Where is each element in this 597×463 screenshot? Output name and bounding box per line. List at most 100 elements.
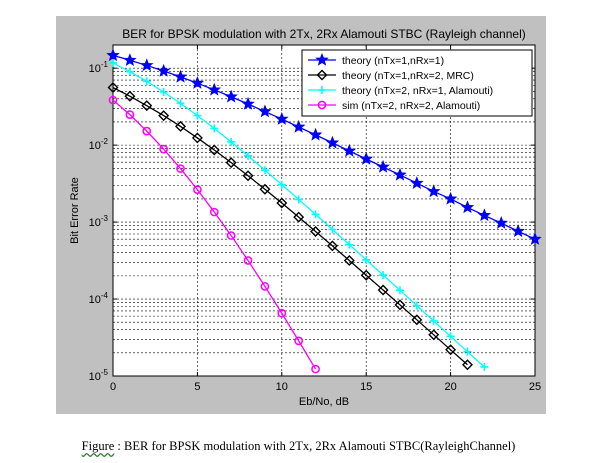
legend-label: theory (nTx=1,nRx=2, MRC) xyxy=(342,70,474,82)
data-point xyxy=(107,82,119,94)
data-point xyxy=(343,254,355,266)
series-2 xyxy=(107,82,473,371)
data-point xyxy=(142,126,152,136)
data-point xyxy=(294,336,304,346)
data-point xyxy=(293,211,305,223)
x-tick-label: 15 xyxy=(360,381,372,393)
data-point xyxy=(108,95,118,105)
x-tick-label: 10 xyxy=(276,381,288,393)
data-point xyxy=(226,231,236,240)
data-point xyxy=(410,176,424,189)
data-point xyxy=(125,67,134,76)
data-point xyxy=(291,119,306,133)
data-point xyxy=(445,344,457,356)
data-point xyxy=(528,232,542,245)
data-point xyxy=(446,332,455,341)
data-point xyxy=(480,362,489,371)
data-point xyxy=(225,157,237,169)
data-point xyxy=(511,224,525,237)
data-point xyxy=(191,132,203,144)
axes-box xyxy=(112,44,536,377)
data-point xyxy=(193,185,202,194)
data-point xyxy=(275,111,289,125)
x-tick-label: 25 xyxy=(529,381,541,393)
series-1 xyxy=(106,48,542,245)
data-point xyxy=(362,255,371,264)
data-point xyxy=(463,347,472,356)
y-tick-label: 10-2 xyxy=(89,137,109,152)
legend-box xyxy=(301,49,533,117)
y-tick-label: 10-1 xyxy=(89,60,109,75)
data-point xyxy=(158,110,170,122)
legend-label: theory (nTx=2, nRx=1, Alamouti) xyxy=(342,85,493,97)
data-point xyxy=(376,159,390,173)
data-point xyxy=(259,183,271,195)
figure-caption: Figure : BER for BPSK modulation with 2T… xyxy=(0,439,597,454)
data-point xyxy=(243,256,253,265)
legend-marker xyxy=(318,86,326,94)
data-point xyxy=(190,76,205,89)
data-point xyxy=(342,143,357,157)
data-point xyxy=(210,124,219,133)
data-point xyxy=(311,210,320,219)
data-point xyxy=(260,166,269,175)
data-point xyxy=(360,269,372,281)
data-point xyxy=(142,77,151,86)
data-point xyxy=(244,151,253,160)
legend-marker xyxy=(316,69,328,81)
data-point xyxy=(227,137,236,146)
data-point xyxy=(429,316,438,325)
data-point xyxy=(277,308,287,318)
data-point xyxy=(377,284,389,296)
y-tick-label: 10-5 xyxy=(89,368,109,383)
caption-text: : BER for BPSK modulation with 2Tx, 2Rx … xyxy=(114,439,516,453)
data-point xyxy=(345,240,354,249)
data-point xyxy=(207,82,222,96)
data-point xyxy=(208,144,220,156)
data-point xyxy=(124,90,136,102)
data-point xyxy=(242,170,254,182)
data-point xyxy=(125,110,135,119)
data-point xyxy=(159,144,168,154)
data-point xyxy=(294,195,303,204)
data-point xyxy=(193,111,202,120)
data-point xyxy=(311,364,320,374)
y-tick-label: 10-3 xyxy=(89,214,109,229)
data-point xyxy=(359,151,373,165)
x-tick-label: 20 xyxy=(444,381,456,393)
data-point xyxy=(241,96,255,110)
data-point xyxy=(477,208,492,222)
data-point xyxy=(325,135,340,149)
data-point xyxy=(176,99,185,108)
data-point xyxy=(411,314,423,326)
caption-label: Figure xyxy=(81,439,115,453)
legend: theory (nTx=1,nRx=1) theory (nTx=1,nRx=2,… xyxy=(301,49,533,117)
data-point xyxy=(308,127,323,141)
data-point xyxy=(209,207,219,217)
grid xyxy=(113,44,535,376)
data-point xyxy=(173,69,188,83)
legend-label: theory (nTx=1,nRx=1) xyxy=(342,55,444,67)
data-point xyxy=(443,191,458,205)
data-point xyxy=(326,240,338,252)
chart-title: BER for BPSK modulation with 2Tx, 2Rx Al… xyxy=(122,27,526,41)
data-point xyxy=(156,63,171,77)
data-point xyxy=(277,180,286,189)
data-point xyxy=(224,89,238,103)
data-point xyxy=(260,282,270,291)
data-point xyxy=(393,167,407,181)
data-point xyxy=(428,329,440,341)
data-point xyxy=(140,58,154,72)
data-point xyxy=(494,216,508,229)
y-axis-label: Bit Error Rate xyxy=(69,177,81,244)
data-point xyxy=(328,225,337,234)
data-point xyxy=(175,120,187,132)
data-point xyxy=(109,58,117,67)
data-point xyxy=(176,164,185,173)
data-point xyxy=(461,359,473,371)
data-point xyxy=(310,225,322,237)
data-point xyxy=(258,104,272,118)
data-point xyxy=(394,299,406,311)
data-point xyxy=(412,301,421,310)
